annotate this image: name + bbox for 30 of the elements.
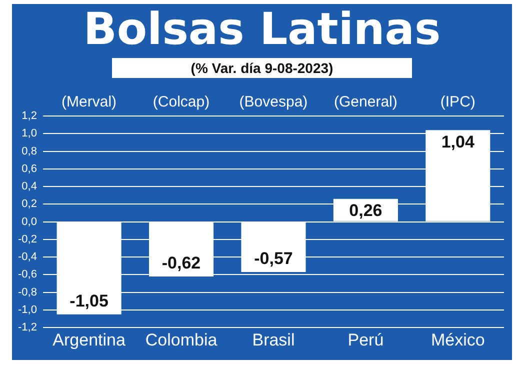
x-tick-label: Argentina <box>52 330 126 350</box>
y-tick-label: -1,0 <box>18 304 37 316</box>
y-tick-label: 1,0 <box>22 128 37 140</box>
text: (Merval) <box>62 94 117 111</box>
y-tick-label: 0,2 <box>22 198 37 210</box>
text: (Colcap) <box>152 94 210 111</box>
chart-subtitle: (% Var. día 9-08-2023) <box>112 58 412 78</box>
y-tick-label: -0,6 <box>18 268 37 281</box>
y-tick-label: -0,2 <box>18 233 37 246</box>
chart-title: Bolsas Latinas <box>82 4 442 56</box>
y-tick-label: 0,4 <box>22 180 37 193</box>
x-tick-label: México <box>430 330 485 350</box>
x-tick-label: Perú <box>348 330 384 350</box>
y-tick-label: -1,2 <box>18 322 37 334</box>
y-tick-label: -0,4 <box>18 251 37 264</box>
data-label: -0,62 <box>162 254 201 273</box>
y-tick-label: 0,0 <box>22 216 37 228</box>
data-label: 0,26 <box>349 201 382 220</box>
x-tick-label: Brasil <box>252 330 295 350</box>
text: (Bovespa) <box>239 94 308 111</box>
text: (IPC) <box>440 94 476 111</box>
data-label: -1,05 <box>70 292 108 311</box>
y-tick-label: -0,8 <box>18 286 37 298</box>
y-tick-label: 0,6 <box>22 162 37 175</box>
y-tick-label: 1,2 <box>22 110 37 122</box>
y-tick-label: 0,8 <box>22 145 37 158</box>
text: (General) <box>334 94 398 111</box>
data-label: 1,04 <box>441 132 475 152</box>
data-label: -0,57 <box>254 249 293 268</box>
x-tick-label: Colombia <box>145 330 218 350</box>
